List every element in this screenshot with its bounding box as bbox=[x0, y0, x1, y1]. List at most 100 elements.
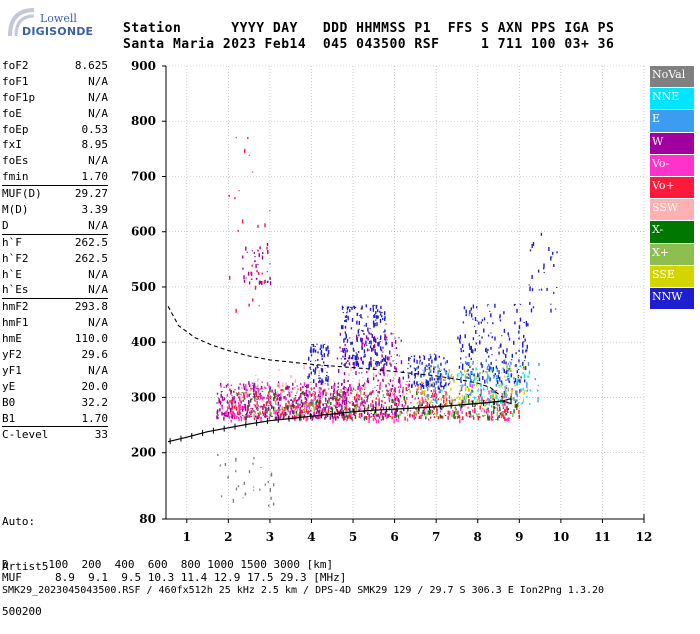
echo-point bbox=[294, 419, 296, 422]
echo-point bbox=[339, 403, 342, 406]
echo-point bbox=[275, 410, 277, 412]
echo-point bbox=[490, 399, 492, 401]
echo-point bbox=[388, 396, 390, 397]
echo-point bbox=[277, 414, 279, 418]
echo-point bbox=[233, 390, 235, 393]
echo-point bbox=[441, 389, 443, 392]
echo-point bbox=[334, 414, 337, 417]
echo-point bbox=[333, 388, 335, 391]
echo-point bbox=[233, 399, 235, 401]
echo-point bbox=[267, 481, 269, 483]
echo-point bbox=[221, 407, 223, 410]
echo-point bbox=[465, 393, 467, 396]
echo-point bbox=[319, 398, 321, 400]
echo-point bbox=[381, 390, 384, 393]
echo-point bbox=[278, 394, 281, 396]
echo-point bbox=[460, 350, 462, 353]
param-row: C-level 33 bbox=[2, 426, 108, 443]
echo-point bbox=[469, 410, 471, 415]
echo-point bbox=[278, 384, 281, 389]
echo-point bbox=[493, 389, 495, 393]
echo-point bbox=[367, 404, 370, 409]
echo-point bbox=[435, 382, 438, 385]
echo-point bbox=[465, 412, 467, 417]
echo-point bbox=[376, 363, 378, 367]
echo-point bbox=[363, 405, 366, 409]
echo-point bbox=[230, 384, 233, 386]
echo-point bbox=[501, 387, 504, 389]
echo-point bbox=[361, 413, 363, 417]
echo-point bbox=[255, 278, 258, 280]
echo-point bbox=[395, 367, 397, 370]
echo-point bbox=[481, 371, 484, 374]
echo-point bbox=[367, 411, 369, 414]
echo-point bbox=[356, 361, 359, 365]
echo-point bbox=[312, 416, 314, 418]
echo-point bbox=[240, 416, 243, 420]
echo-point bbox=[378, 344, 380, 347]
echo-point bbox=[374, 313, 376, 318]
echo-point bbox=[348, 355, 351, 360]
echo-point bbox=[266, 400, 268, 402]
echo-point bbox=[280, 413, 282, 417]
echo-point bbox=[361, 404, 363, 406]
echo-point bbox=[445, 370, 448, 373]
echo-point bbox=[504, 386, 507, 391]
echo-point bbox=[513, 340, 515, 345]
param-label: hmE bbox=[2, 332, 22, 346]
echo-point bbox=[270, 475, 272, 476]
echo-point bbox=[366, 396, 368, 398]
echo-point bbox=[329, 413, 332, 417]
echo-point bbox=[353, 361, 355, 366]
echo-point bbox=[372, 377, 375, 381]
echo-point bbox=[314, 391, 316, 395]
echo-point bbox=[388, 383, 390, 386]
echo-point bbox=[460, 362, 462, 364]
echo-point bbox=[469, 365, 471, 368]
echo-point bbox=[513, 396, 515, 401]
echo-point bbox=[308, 356, 310, 361]
echo-point bbox=[485, 401, 487, 403]
echo-point bbox=[350, 392, 352, 395]
echo-point bbox=[337, 416, 340, 419]
echo-point bbox=[268, 385, 270, 388]
echo-point bbox=[400, 339, 402, 342]
echo-point bbox=[250, 271, 252, 275]
echo-point bbox=[366, 399, 368, 403]
echo-point bbox=[464, 369, 466, 373]
echo-point bbox=[368, 419, 370, 424]
echo-point bbox=[300, 419, 302, 420]
echo-point bbox=[357, 385, 359, 390]
echo-point bbox=[282, 416, 285, 420]
echo-point bbox=[302, 403, 305, 405]
echo-point bbox=[394, 337, 396, 339]
param-row: foF1 N/A bbox=[2, 74, 108, 90]
echo-point bbox=[518, 325, 521, 330]
echo-point bbox=[426, 402, 428, 406]
echo-point bbox=[282, 409, 284, 412]
echo-point bbox=[527, 323, 529, 327]
echo-point bbox=[392, 360, 394, 362]
echo-point bbox=[391, 345, 393, 347]
echo-point bbox=[300, 405, 303, 408]
echo-point bbox=[475, 397, 477, 399]
echo-point bbox=[413, 412, 415, 415]
echo-point bbox=[328, 406, 330, 409]
echo-point bbox=[505, 392, 507, 397]
echo-point bbox=[321, 368, 324, 373]
echo-point bbox=[317, 405, 319, 409]
echo-point bbox=[351, 419, 354, 422]
echo-point bbox=[374, 337, 376, 339]
header-row-labels: Station YYYY DAY DDD HHMMSS P1 FFS S AXN… bbox=[123, 21, 615, 36]
echo-point bbox=[435, 381, 437, 384]
echo-point bbox=[501, 361, 503, 364]
echo-point bbox=[463, 395, 466, 400]
echo-point bbox=[398, 355, 401, 357]
echo-point bbox=[313, 408, 316, 412]
echo-point bbox=[460, 378, 462, 383]
param-row: hmF1 N/A bbox=[2, 315, 108, 331]
echo-point bbox=[423, 401, 425, 404]
echo-point bbox=[524, 389, 526, 392]
echo-point bbox=[461, 411, 463, 413]
echo-point bbox=[510, 411, 512, 414]
